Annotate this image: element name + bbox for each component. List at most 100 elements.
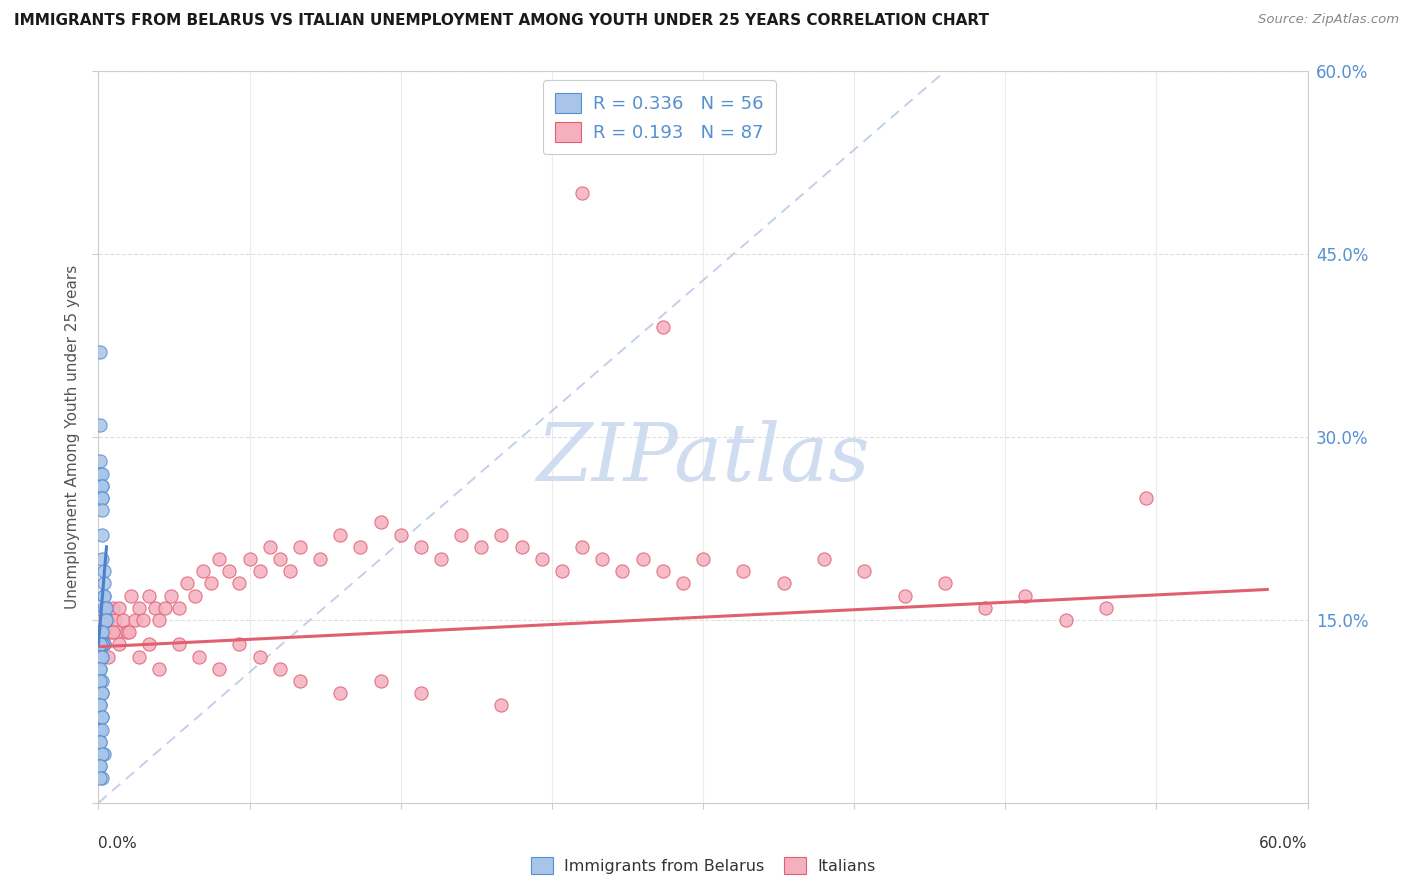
Point [91, 686, 114, 700]
Point [96, 600, 118, 615]
Point [409, 686, 432, 700]
Point [349, 540, 371, 554]
Point [91, 723, 114, 737]
Point [91, 491, 114, 505]
Point [89, 735, 111, 749]
Point [93, 747, 115, 761]
Point [96, 600, 118, 615]
Point [96, 613, 118, 627]
Point [91, 479, 114, 493]
Point [491, 527, 513, 541]
Point [160, 589, 183, 603]
Point [101, 625, 124, 640]
Point [89, 417, 111, 432]
Point [91, 613, 114, 627]
Point [93, 600, 115, 615]
Point [200, 576, 222, 591]
Point [772, 576, 794, 591]
Point [115, 625, 138, 640]
Point [138, 637, 160, 651]
Point [228, 576, 250, 591]
Point [530, 552, 553, 566]
Point [89, 637, 111, 651]
Point [329, 527, 352, 541]
Point [329, 686, 352, 700]
Point [89, 723, 111, 737]
Point [93, 625, 115, 640]
Point [249, 564, 271, 578]
Point [96, 613, 118, 627]
Point [153, 600, 176, 615]
Point [111, 613, 134, 627]
Point [934, 576, 956, 591]
Point [93, 589, 115, 603]
Point [91, 527, 114, 541]
Point [91, 503, 114, 517]
Point [148, 613, 170, 627]
Point [89, 344, 111, 359]
Point [91, 637, 114, 651]
Point [91, 772, 114, 786]
Point [89, 759, 111, 773]
Point [193, 564, 215, 578]
Point [89, 759, 111, 773]
Point [259, 540, 281, 554]
Point [631, 552, 654, 566]
Point [853, 564, 876, 578]
Text: IMMIGRANTS FROM BELARUS VS ITALIAN UNEMPLOYMENT AMONG YOUTH UNDER 25 YEARS CORRE: IMMIGRANTS FROM BELARUS VS ITALIAN UNEMP… [14, 13, 988, 29]
Point [100, 625, 122, 640]
Point [107, 637, 129, 651]
Point [89, 735, 111, 749]
Point [89, 662, 111, 676]
Point [89, 673, 111, 688]
Point [591, 552, 613, 566]
Point [91, 673, 114, 688]
Point [269, 552, 291, 566]
Point [491, 698, 513, 713]
Point [218, 564, 240, 578]
Point [107, 600, 129, 615]
Point [551, 564, 574, 578]
Point [409, 540, 432, 554]
Point [97, 649, 120, 664]
Point [91, 747, 114, 761]
Point [91, 710, 114, 724]
Point [269, 662, 291, 676]
Point [93, 576, 115, 591]
Point [89, 698, 111, 713]
Point [389, 527, 412, 541]
Point [132, 613, 155, 627]
Point [249, 649, 271, 664]
Point [651, 320, 673, 334]
Point [128, 649, 150, 664]
Point [91, 467, 114, 481]
Point [167, 600, 190, 615]
Point [208, 662, 231, 676]
Point [93, 589, 115, 603]
Point [103, 613, 125, 627]
Point [1135, 491, 1157, 505]
Point [228, 637, 250, 651]
Point [450, 527, 472, 541]
Point [89, 625, 111, 640]
Point [813, 552, 835, 566]
Point [651, 564, 673, 578]
Point [510, 540, 533, 554]
Point [93, 637, 115, 651]
Text: ZIPatlas: ZIPatlas [536, 420, 870, 498]
Point [370, 673, 392, 688]
Y-axis label: Unemployment Among Youth under 25 years: Unemployment Among Youth under 25 years [65, 265, 80, 609]
Point [208, 552, 231, 566]
Point [1095, 600, 1118, 615]
Point [91, 491, 114, 505]
Point [188, 649, 211, 664]
Text: 60.0%: 60.0% [1260, 836, 1308, 851]
Point [612, 564, 634, 578]
Point [89, 772, 111, 786]
Point [893, 589, 915, 603]
Point [89, 625, 111, 640]
Point [91, 710, 114, 724]
Point [91, 637, 114, 651]
Point [89, 637, 111, 651]
Point [91, 479, 114, 493]
